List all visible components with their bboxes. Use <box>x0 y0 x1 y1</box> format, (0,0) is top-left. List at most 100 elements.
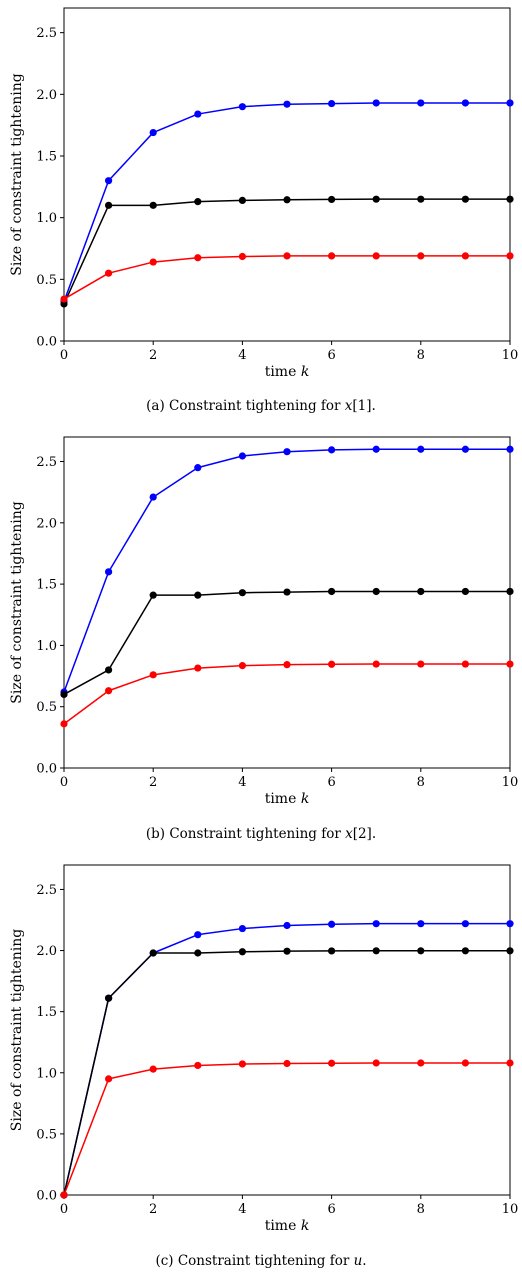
y-tick-label: 1.0 <box>36 1066 57 1081</box>
figure-caption: (c) Constraint tightening for u. <box>155 1253 366 1269</box>
series-line-2 <box>63 255 510 300</box>
y-tick-label: 0.0 <box>36 335 57 350</box>
data-point <box>461 99 469 107</box>
data-point <box>461 445 469 453</box>
figure-caption: (a) Constraint tightening for x[1]. <box>146 398 376 414</box>
data-point <box>283 661 291 669</box>
data-point <box>461 587 469 596</box>
y-tick-label: 2.5 <box>36 883 57 898</box>
y-tick-label: 1.5 <box>36 1005 57 1020</box>
data-point <box>60 295 68 303</box>
data-point <box>417 99 425 107</box>
caption-suffix: . <box>362 1253 366 1269</box>
data-point <box>194 464 202 472</box>
data-point <box>194 1061 202 1070</box>
x-axis-label: time k <box>265 791 310 807</box>
data-point <box>283 448 291 456</box>
data-point <box>372 99 380 107</box>
x-axis-label-text: time <box>265 791 301 807</box>
data-point <box>149 591 157 599</box>
x-tick-label: 8 <box>417 775 425 790</box>
caption-text: (a) Constraint tightening for <box>146 398 345 414</box>
caption-var: x <box>345 826 353 842</box>
data-point <box>238 589 246 597</box>
data-point <box>238 1060 246 1068</box>
data-point <box>283 921 291 930</box>
data-point <box>283 947 291 955</box>
plot-frame <box>63 7 511 342</box>
y-tick-label: 1.0 <box>36 639 57 654</box>
data-point <box>506 947 514 955</box>
data-point <box>105 666 113 674</box>
caption-text: (b) Constraint tightening for <box>146 826 345 842</box>
data-point <box>149 128 157 137</box>
data-point <box>238 452 246 460</box>
data-point <box>417 195 425 203</box>
data-point <box>149 201 157 209</box>
data-point <box>60 300 68 308</box>
y-tick-label: 2.0 <box>36 88 57 103</box>
x-tick-label: 0 <box>60 348 68 363</box>
data-point <box>149 671 157 679</box>
y-tick-label: 0.5 <box>36 1127 57 1142</box>
data-point <box>506 99 514 107</box>
x-axis-label: time k <box>265 364 310 380</box>
x-tick-label: 2 <box>149 775 157 790</box>
data-point <box>372 445 380 453</box>
data-point <box>461 920 469 928</box>
data-point <box>506 252 514 260</box>
y-axis-label: Size of constraint tightening <box>9 929 25 1131</box>
data-point <box>417 947 425 955</box>
data-point <box>105 201 113 209</box>
y-tick-label: 1.0 <box>36 211 57 226</box>
data-point <box>238 103 246 111</box>
data-point <box>105 1075 113 1083</box>
x-tick-label: 10 <box>502 348 519 363</box>
data-point <box>372 1059 380 1067</box>
data-point <box>372 920 380 928</box>
chart-panel-a: 0 2 4 6 8 10 0.0 0.5 1.0 1.5 2.0 2.5 time k Size of c… <box>9 7 519 414</box>
data-point <box>283 196 291 204</box>
series-line-0 <box>63 922 510 1196</box>
x-tick-label: 6 <box>327 348 335 363</box>
x-tick-label: 10 <box>502 775 519 790</box>
x-tick-label: 0 <box>60 775 68 790</box>
y-tick-label: 0.5 <box>36 273 57 288</box>
data-point <box>328 660 336 668</box>
data-point <box>60 720 68 728</box>
y-axis-label: Size of constraint tightening <box>9 501 25 703</box>
data-point <box>372 252 380 260</box>
data-point <box>149 949 157 957</box>
data-point <box>194 949 202 957</box>
x-axis-label-var: k <box>301 1218 309 1234</box>
x-axis-label: time k <box>265 1218 310 1234</box>
data-point <box>105 994 113 1002</box>
x-axis-label-var: k <box>301 791 309 807</box>
y-tick-label: 0.0 <box>36 762 57 777</box>
data-point <box>417 1059 425 1067</box>
data-point <box>194 110 202 118</box>
data-point <box>506 445 514 453</box>
data-point <box>506 660 514 668</box>
x-tick-label: 6 <box>327 775 335 790</box>
data-point <box>238 924 246 933</box>
data-point <box>105 687 113 695</box>
data-point <box>283 588 291 596</box>
caption-var: x <box>345 398 353 414</box>
data-point <box>105 568 113 576</box>
data-point <box>372 587 380 596</box>
data-point <box>149 493 157 501</box>
y-axis-label: Size of constraint tightening <box>9 73 25 275</box>
data-point <box>461 195 469 203</box>
x-tick-label: 4 <box>238 775 246 790</box>
plot-frame <box>63 864 511 1196</box>
data-point <box>506 1059 514 1067</box>
data-point <box>328 920 336 928</box>
caption-text: (c) Constraint tightening for <box>155 1253 353 1269</box>
y-tick-label: 2.5 <box>36 455 57 470</box>
data-point <box>238 948 246 956</box>
data-point <box>461 1059 469 1067</box>
data-point <box>60 1191 68 1199</box>
data-point <box>105 177 113 185</box>
